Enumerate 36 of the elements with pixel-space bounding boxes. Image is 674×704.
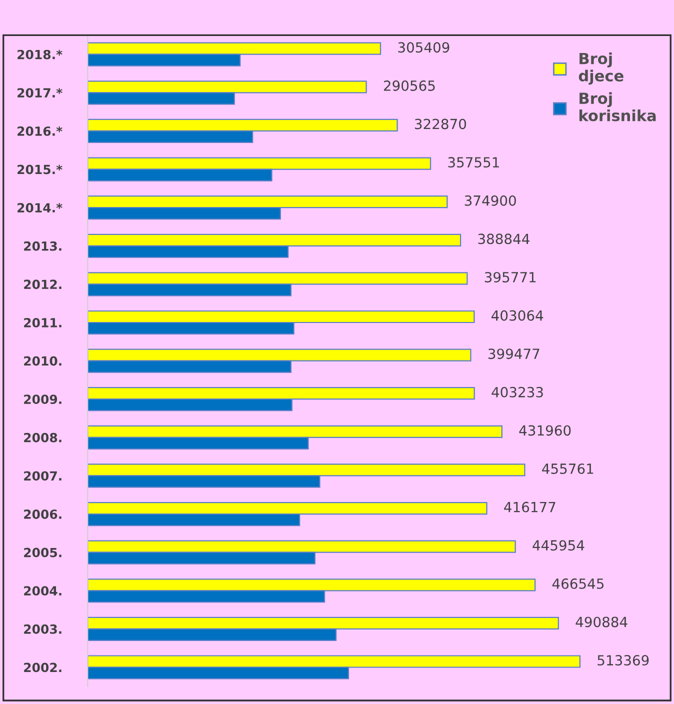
y-tick-label: 2015.* [18,164,62,174]
y-tick-label: 2014.* [18,203,62,213]
y-tick-label: 2004. [24,586,62,596]
y-tick-label: 2013. [24,241,62,251]
data-label: 445954 [532,540,584,551]
y-tick-label: 2006. [24,509,62,519]
data-label: 388844 [478,234,530,244]
y-tick-label: 2002. [24,662,62,672]
y-tick-label: 2003. [24,624,62,634]
y-tick-label: 2008. [24,432,62,442]
data-label: 357551 [448,157,499,168]
data-label: 513369 [598,655,649,666]
data-label: 403064 [492,310,544,321]
data-label: 395771 [484,272,536,282]
data-label: 290565 [384,80,435,91]
y-tick-label: 2005. [24,548,62,558]
data-label: 455761 [542,463,594,474]
data-label: 322870 [414,118,466,130]
data-label: 431960 [519,425,571,436]
data-label: 466545 [552,578,604,589]
data-label: 399477 [488,348,540,360]
y-tick-label: 2018.* [18,50,62,60]
y-tick-label: 2007. [24,471,62,481]
y-tick-label: 2011. [24,318,62,328]
data-label: 305409 [398,42,450,53]
data-label: 403233 [492,386,543,398]
y-tick-label: 2012. [24,280,62,290]
data-label: 416177 [504,502,556,512]
y-tick-label: 2009. [24,394,62,404]
y-tick-label: 2016.* [18,126,62,136]
data-label: 374900 [464,195,516,206]
legend-label: Broj korisnika [579,92,656,122]
data-label: 490884 [576,616,628,628]
legend-label: Broj djece [578,52,624,85]
y-tick-label: 2010. [24,356,62,366]
y-tick-label: 2017.* [18,88,62,98]
